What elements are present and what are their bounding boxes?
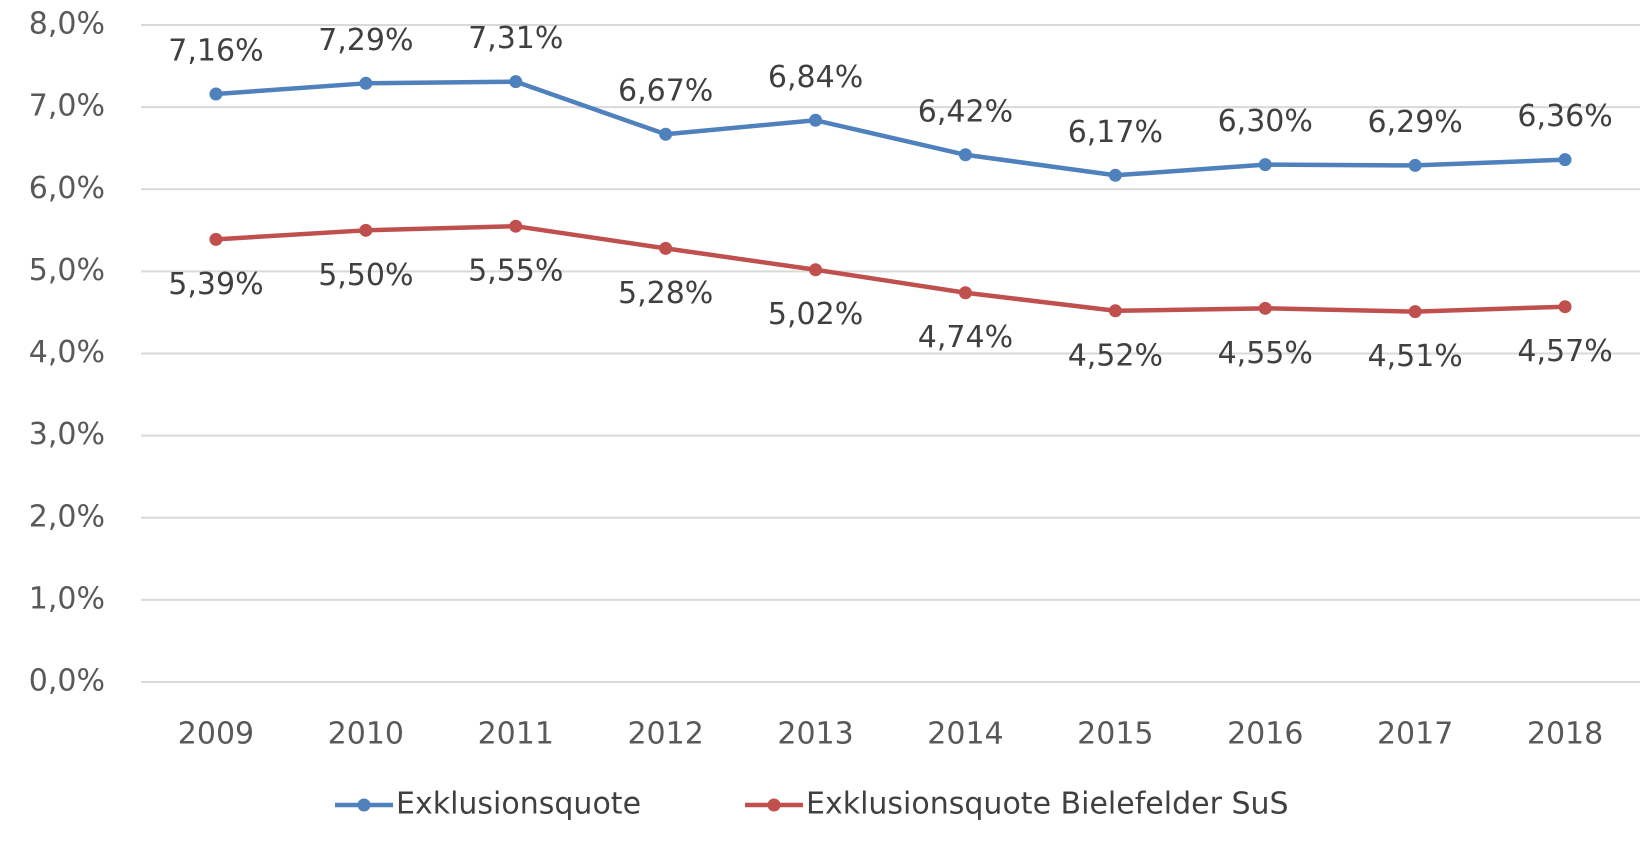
x-tick-label: 2013 [777,717,853,752]
x-tick-label: 2018 [1527,717,1603,752]
data-label: 6,67% [618,74,713,109]
data-point [659,127,673,141]
y-tick-label: 1,0% [29,581,105,616]
x-tick-label: 2016 [1227,717,1303,752]
data-label: 7,16% [168,33,263,68]
x-tick-label: 2010 [328,717,404,752]
data-point [1108,304,1122,318]
x-tick-label: 2017 [1377,717,1453,752]
data-label: 4,55% [1218,336,1313,371]
legend-marker [357,798,371,812]
series-line [215,223,1566,314]
data-label: 5,55% [468,254,563,289]
legend-marker [767,798,781,812]
data-label: 6,30% [1218,104,1313,139]
y-tick-label: 3,0% [29,417,105,452]
data-label: 7,31% [468,21,563,56]
data-label: 6,42% [918,94,1013,129]
x-tick-label: 2014 [927,717,1003,752]
data-label: 5,39% [168,267,263,302]
data-point [1258,301,1272,315]
data-point [1408,158,1422,172]
y-tick-label: 6,0% [29,171,105,206]
data-label: 6,17% [1068,115,1163,150]
data-label: 5,02% [768,297,863,332]
y-tick-label: 8,0% [29,7,105,42]
legend-label: Exklusionsquote [396,787,641,822]
data-label: 6,84% [768,60,863,95]
data-point [958,286,972,300]
data-label: 5,50% [318,258,413,293]
data-point [1408,305,1422,319]
y-tick-label: 5,0% [29,253,105,288]
data-label: 6,29% [1367,105,1462,140]
data-point [359,223,373,237]
data-label: 6,36% [1517,99,1612,134]
y-tick-label: 4,0% [29,335,105,370]
data-point [659,241,673,255]
x-tick-label: 2015 [1077,717,1153,752]
x-tick-label: 2009 [178,717,254,752]
data-label: 4,74% [918,320,1013,355]
legend-label: Exklusionsquote Bielefelder SuS [806,787,1289,822]
data-point [1558,153,1572,167]
data-label: 4,52% [1068,338,1163,373]
x-tick-label: 2011 [478,717,554,752]
data-label: 7,29% [318,23,413,58]
y-tick-label: 0,0% [29,664,105,699]
data-point [1558,300,1572,314]
data-point [958,148,972,162]
data-label: 5,28% [618,276,713,311]
data-label: 4,51% [1367,339,1462,374]
data-point [509,75,523,89]
data-point [1108,168,1122,182]
data-point [809,113,823,127]
series-line [215,79,1566,178]
y-tick-label: 7,0% [29,89,105,124]
data-point [359,76,373,90]
y-tick-label: 2,0% [29,499,105,534]
data-point [809,263,823,277]
data-label: 4,57% [1517,334,1612,369]
data-point [209,87,223,101]
data-point [509,219,523,233]
data-point [1258,158,1272,172]
x-tick-label: 2012 [627,717,703,752]
data-point [209,232,223,246]
